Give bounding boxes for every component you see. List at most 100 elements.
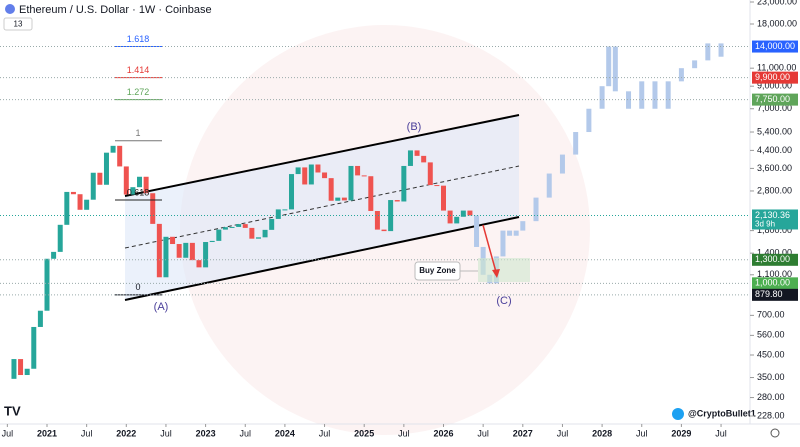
y-tick-label: 450.00	[757, 349, 785, 359]
price-badge	[752, 93, 798, 106]
candle	[269, 218, 275, 230]
x-tick-label: Jul	[715, 428, 727, 438]
channel-fill	[125, 115, 519, 300]
candle	[282, 209, 288, 211]
price-badge	[752, 277, 798, 290]
arrow	[482, 224, 497, 273]
candle	[77, 194, 83, 210]
candle	[117, 145, 123, 167]
candle	[70, 191, 76, 195]
wave-label: (A)	[154, 301, 169, 313]
tv-logo: TV	[4, 403, 21, 418]
x-tick-label: 2029	[671, 428, 691, 438]
candle	[447, 210, 453, 224]
candle	[295, 167, 301, 175]
candle	[97, 172, 103, 185]
candle	[275, 209, 281, 219]
candle	[44, 258, 50, 311]
candle	[665, 81, 671, 109]
price-badge	[752, 253, 798, 266]
candle	[434, 185, 440, 187]
plot: 1.618 1.414 1.272 1 0.618 0	[0, 34, 750, 379]
candle	[520, 221, 526, 231]
indicator-toggle[interactable]	[3, 17, 33, 31]
candle	[51, 251, 57, 259]
y-tick-label: 350.00	[757, 372, 785, 382]
candle	[24, 368, 30, 376]
candle	[130, 187, 136, 195]
candle	[255, 237, 261, 239]
axes: 228.00 280.00 350.00 450.00 560.00 700.00 1,10…	[2, 0, 798, 438]
channel-lower	[124, 216, 520, 301]
candle	[229, 226, 235, 228]
candle	[460, 210, 466, 217]
candle	[222, 227, 228, 230]
arrow-head	[492, 269, 500, 278]
candle	[137, 176, 143, 188]
price-badge-label: 1,300.00	[755, 254, 790, 264]
wave-label: (C)	[496, 295, 511, 307]
x-tick-label: Jul	[81, 428, 93, 438]
candle	[37, 310, 43, 327]
candle	[242, 224, 248, 228]
candle	[170, 236, 176, 245]
candle	[381, 229, 387, 232]
candle	[308, 164, 314, 185]
candle	[18, 359, 24, 376]
symbol-title: Ethereum / U.S. Dollar · 1W · Coinbase	[19, 4, 212, 16]
price-badge	[752, 71, 798, 84]
candle	[692, 60, 698, 69]
y-tick-label: 11,000.00	[757, 63, 796, 73]
candle	[262, 229, 268, 238]
fib-label: 1	[135, 128, 140, 138]
wave-label: (B)	[407, 121, 422, 133]
candle	[335, 197, 341, 201]
current-price-badge	[752, 209, 798, 230]
candle	[401, 165, 407, 202]
y-tick-label: 228.00	[757, 410, 785, 420]
candle	[368, 176, 374, 211]
candle	[612, 46, 618, 92]
candle	[163, 236, 169, 278]
candle	[249, 227, 255, 239]
settings-icon[interactable]	[770, 428, 780, 438]
candle	[507, 230, 513, 236]
price-badge-label: 7,750.00	[755, 94, 790, 104]
candle	[355, 165, 361, 176]
candle	[328, 178, 334, 201]
symbol-icon	[5, 4, 15, 14]
candle	[209, 240, 215, 243]
candle	[84, 199, 90, 210]
y-tick-label: 18,000.00	[757, 18, 797, 28]
fib-label: 1.272	[127, 87, 150, 97]
candle	[31, 326, 37, 369]
candle	[156, 223, 162, 278]
y-tick-label: 2,800.00	[757, 185, 792, 195]
candle	[289, 174, 295, 210]
x-tick-label: Jul	[636, 428, 648, 438]
candle	[652, 81, 658, 109]
candle	[599, 86, 605, 109]
candle	[474, 215, 480, 247]
x-tick-label: Jul	[477, 428, 489, 438]
candle	[394, 200, 400, 202]
x-tick-label: Jul	[160, 428, 172, 438]
candle	[90, 172, 96, 200]
candle	[341, 197, 347, 201]
y-tick-label: 4,400.00	[757, 145, 792, 155]
price-badge	[752, 288, 798, 301]
x-tick-label: Jul	[239, 428, 251, 438]
candle	[421, 155, 427, 163]
fib-label: 0.618	[127, 187, 150, 197]
y-tick-label: 560.00	[757, 330, 785, 340]
candle	[189, 242, 195, 261]
price-badge-label: 879.80	[755, 289, 783, 299]
candle	[176, 244, 182, 258]
candle	[110, 145, 116, 153]
candle	[586, 108, 592, 133]
y-tick-label: 23,000.00	[757, 0, 797, 6]
candle	[441, 185, 446, 211]
y-tick-label: 1,800.00	[757, 225, 792, 235]
candle	[11, 359, 17, 379]
